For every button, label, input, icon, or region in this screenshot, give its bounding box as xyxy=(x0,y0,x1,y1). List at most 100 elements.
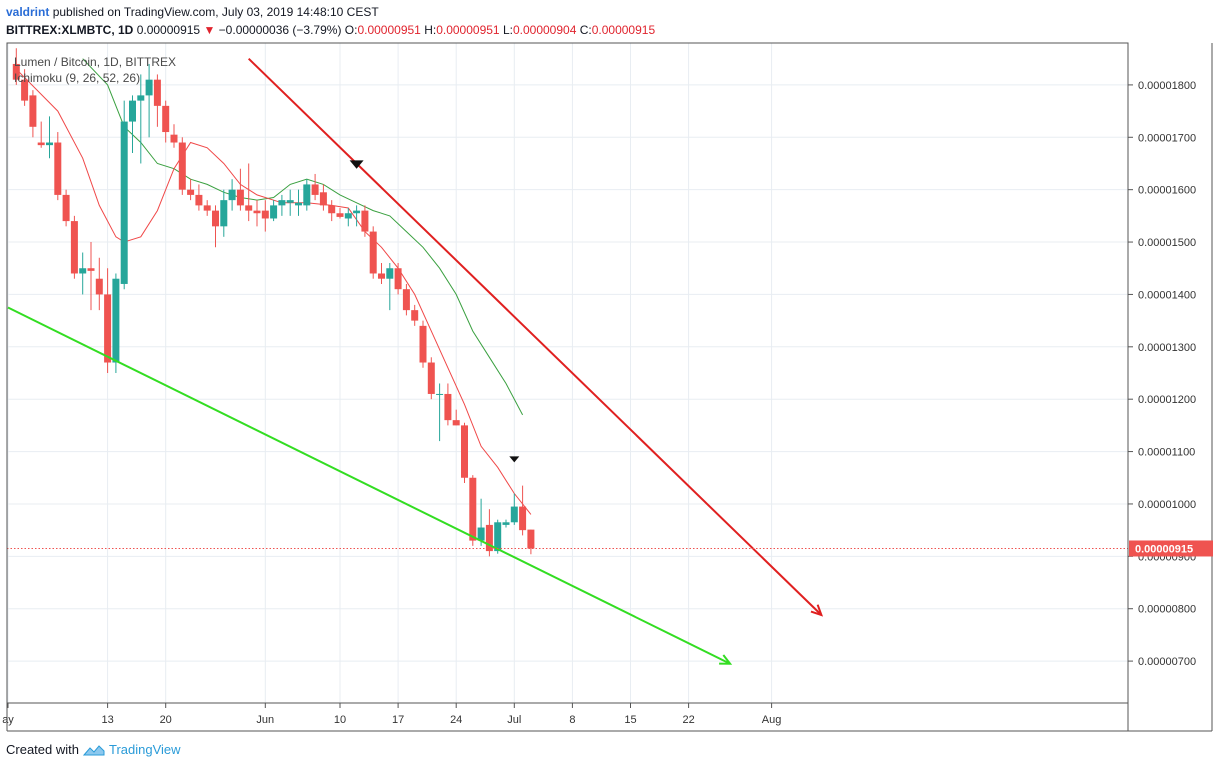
open-label: O: xyxy=(344,23,358,37)
candle-down xyxy=(253,200,261,227)
candle-up xyxy=(129,95,136,153)
last-price-tag-label: 0.00000915 xyxy=(1135,543,1193,555)
indicator-legend[interactable]: Ichimoku (9, 26, 52, 26) xyxy=(14,71,141,85)
candle-up xyxy=(386,263,394,311)
resistance-trendline xyxy=(248,57,824,617)
time-axis[interactable]: ay 13 20 Jun 10 17 24 Jul 8 15 22 Aug xyxy=(2,703,781,726)
candle-body xyxy=(120,121,128,284)
candle-body xyxy=(261,210,269,219)
candle-body xyxy=(79,268,87,274)
support-trendline-arrowhead xyxy=(719,654,733,665)
candle-body xyxy=(95,278,103,295)
candle-up xyxy=(228,179,236,211)
candle-body xyxy=(153,79,161,106)
candle-body xyxy=(378,273,385,279)
down-arrow-icon: ▼ xyxy=(203,23,216,37)
price-change: −0.00000036 (−3.79%) xyxy=(218,23,342,37)
candle-down xyxy=(21,69,29,106)
candle-up xyxy=(112,273,120,373)
candle-down xyxy=(236,168,244,211)
low-label: L: xyxy=(502,23,513,37)
candle-body xyxy=(386,268,394,279)
candle-body xyxy=(29,95,37,127)
candle-down xyxy=(311,173,319,201)
candle-body xyxy=(328,205,336,214)
candle-up xyxy=(220,189,228,237)
candle-up xyxy=(46,116,53,159)
candle-down xyxy=(203,200,211,216)
candlestick-series xyxy=(12,48,535,557)
candle-down xyxy=(361,205,369,237)
candle-body xyxy=(137,95,145,101)
candle-body xyxy=(278,200,286,206)
series-legend[interactable]: Lumen / Bitcoin, 1D, BITTREX xyxy=(14,55,177,69)
candle-body xyxy=(295,202,302,206)
candle-down xyxy=(62,189,70,227)
y-tick-label: 0.00001300 xyxy=(1138,342,1196,354)
candle-body xyxy=(203,205,211,211)
symbol-name: BITTREX:XLMBTC, 1D xyxy=(6,23,134,37)
candle-up xyxy=(344,208,352,227)
candle-body xyxy=(411,310,419,321)
candle-up xyxy=(120,100,128,290)
candle-down xyxy=(70,215,78,279)
candle-down xyxy=(195,184,203,211)
y-tick-label: 0.00000800 xyxy=(1138,604,1196,616)
support-trendline-stroke xyxy=(7,306,731,665)
candle-down xyxy=(378,263,385,284)
x-tick-label: Aug xyxy=(762,714,782,726)
publish-header: valdrint published on TradingView.com, J… xyxy=(6,4,379,20)
x-tick-label: Jul xyxy=(507,714,521,726)
candle-up xyxy=(353,205,361,227)
y-tick-label: 0.00001100 xyxy=(1138,447,1195,459)
y-tick-label: 0.00001800 xyxy=(1138,80,1196,92)
last-price-tag xyxy=(1129,540,1213,557)
candle-body xyxy=(104,294,112,363)
tradingview-brand[interactable]: TradingView xyxy=(108,742,181,757)
candle-body xyxy=(510,506,518,523)
candle-down xyxy=(402,283,410,316)
candle-body xyxy=(162,105,170,133)
ichimoku-lines xyxy=(15,58,532,515)
y-tick-label: 0.00001600 xyxy=(1138,185,1196,197)
tradingview-logo-icon xyxy=(82,745,105,756)
x-tick-label: 10 xyxy=(334,714,346,726)
open-value: 0.00000951 xyxy=(357,23,421,37)
trend-lines xyxy=(7,57,1128,665)
candle-body xyxy=(37,142,45,146)
candle-body xyxy=(46,142,53,146)
candle-down xyxy=(427,357,435,400)
candle-down xyxy=(54,132,62,201)
candle-up xyxy=(295,189,302,216)
candle-body xyxy=(170,134,178,143)
created-with-label: Created with xyxy=(6,742,79,757)
author-name[interactable]: valdrint xyxy=(6,5,50,19)
candle-body xyxy=(469,477,477,541)
candle-body xyxy=(87,268,95,271)
resistance-trendline-arrowhead xyxy=(810,604,824,617)
candle-body xyxy=(187,189,195,195)
candle-down xyxy=(153,74,161,127)
ichimoku-conversion-line xyxy=(15,68,532,515)
candle-body xyxy=(54,142,62,195)
candle-body xyxy=(212,210,219,227)
price-axis[interactable]: 0.00001800 0.00001700 0.00001600 0.00001500… xyxy=(1128,80,1213,668)
candle-down xyxy=(419,320,427,368)
close-label: C: xyxy=(579,23,592,37)
x-tick-label: ay xyxy=(2,714,14,726)
candle-up xyxy=(270,200,278,222)
publish-info: published on TradingView.com, July 03, 2… xyxy=(52,5,379,19)
candle-down xyxy=(411,304,419,326)
candle-up xyxy=(303,179,311,211)
candle-down xyxy=(29,90,37,138)
candle-body xyxy=(477,527,485,541)
chart-legend: Lumen / Bitcoin, 1D, BITTREX Ichimoku (9… xyxy=(14,54,176,86)
candle-body xyxy=(394,268,402,290)
candle-down xyxy=(328,200,336,222)
candle-up xyxy=(79,252,87,295)
candle-down xyxy=(12,48,20,85)
x-tick-label: 22 xyxy=(682,714,694,726)
candle-down xyxy=(369,226,377,279)
candle-body xyxy=(21,79,29,101)
